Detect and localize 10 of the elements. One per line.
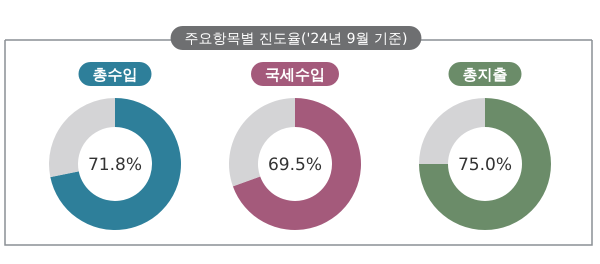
- donut-slice: [232, 98, 361, 230]
- data-label: 71.8%: [88, 155, 142, 175]
- data-label: 75.0%: [458, 155, 512, 175]
- chart-title: 국세수입: [265, 65, 325, 84]
- text: 주요항목별 진도율('24년 9월 기준): [184, 31, 408, 48]
- data-label: 69.5%: [268, 155, 322, 175]
- donut-slice: [419, 98, 551, 230]
- donut-slice: [50, 98, 181, 230]
- chart-title: 총수입: [92, 65, 138, 84]
- chart-title: 총지출: [462, 65, 508, 84]
